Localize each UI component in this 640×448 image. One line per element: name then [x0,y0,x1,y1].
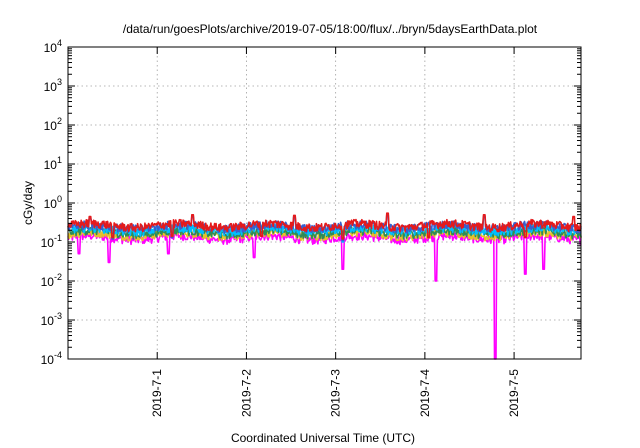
series-line [67,223,582,243]
x-axis-label: Coordinated Universal Time (UTC) [231,431,415,445]
y-tick-exponent: 4 [57,38,62,48]
y-tick-exponent: -2 [54,272,62,282]
chart-title: /data/run/goesPlots/archive/2019-07-05/1… [123,22,538,36]
y-tick-exponent: -4 [54,350,62,360]
x-tick-label: 2019-7-5 [507,369,521,417]
x-tick-label: 2019-7-3 [329,369,343,417]
y-tick-exponent: 2 [57,116,62,126]
y-axis-label: cGy/day [21,181,35,225]
y-tick-exponent: 0 [57,194,62,204]
y-tick-exponent: 1 [57,155,62,165]
y-tick-exponent: 3 [57,77,62,87]
x-tick-label: 2019-7-2 [239,369,253,417]
y-tick-exponent: -3 [54,311,62,321]
series-line [67,212,582,240]
y-tick-exponent: -1 [54,233,62,243]
plot-series [67,212,582,360]
x-tick-label: 2019-7-4 [418,369,432,417]
x-tick-label: 2019-7-1 [150,369,164,417]
